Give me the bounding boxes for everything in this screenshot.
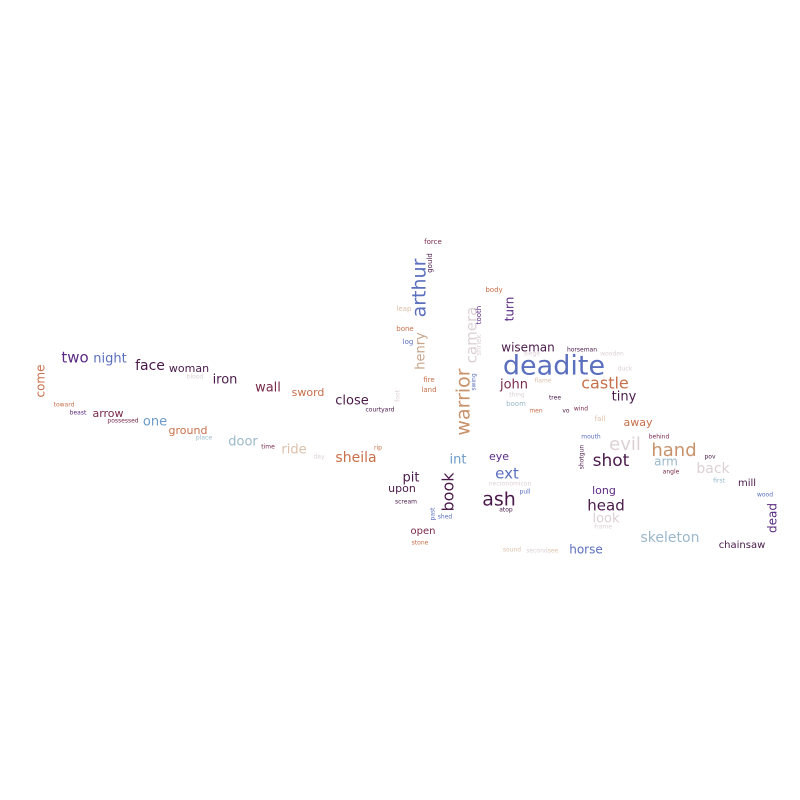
cloud-word-int: int [450, 453, 467, 468]
cloud-word-camera: camera [463, 307, 481, 364]
cloud-word-back: back [696, 461, 730, 477]
cloud-word-look: look [592, 512, 620, 527]
cloud-word-possessed: possessed [107, 418, 138, 425]
cloud-word-sword: sword [292, 386, 325, 399]
cloud-word-necronomicon: necronomicon [489, 481, 532, 488]
cloud-word-wooden: wooden [600, 351, 624, 358]
cloud-word-horse: horse [569, 543, 603, 557]
cloud-word-courtyard: courtyard [366, 407, 395, 414]
cloud-word-shotgun: shotgun [579, 445, 586, 470]
cloud-word-men: men [529, 408, 543, 415]
cloud-word-thing: thing [509, 392, 525, 399]
cloud-word-turn: turn [503, 297, 517, 322]
cloud-word-one: one [143, 415, 167, 430]
cloud-word-wood: wood [757, 492, 773, 499]
cloud-word-swing: swing [471, 373, 478, 391]
cloud-word-dead: dead [766, 503, 780, 533]
cloud-word-time: time [261, 444, 275, 451]
cloud-word-eye: eye [489, 450, 509, 463]
cloud-word-away: away [624, 416, 653, 429]
cloud-word-arm: arm [654, 455, 678, 469]
cloud-word-boom: boom [506, 400, 526, 408]
cloud-word-first: first [713, 478, 725, 485]
cloud-word-mouth: mouth [581, 434, 601, 441]
cloud-word-come: come [34, 364, 48, 397]
cloud-word-duck: duck [618, 366, 633, 373]
cloud-word-wall: wall [255, 381, 281, 396]
cloud-word-ground: ground [169, 424, 208, 437]
cloud-word-see: see [548, 548, 559, 555]
cloud-word-pull: pull [520, 489, 531, 496]
cloud-word-pit: pit [403, 471, 420, 486]
cloud-word-log: log [403, 338, 414, 346]
cloud-word-mill: mill [738, 478, 756, 489]
cloud-word-head: head [587, 497, 624, 515]
cloud-word-woman: woman [169, 362, 209, 375]
cloud-word-night: night [93, 352, 126, 367]
cloud-word-rip: rip [374, 445, 382, 452]
cloud-word-ext: ext [495, 465, 519, 483]
cloud-word-shed: shed [438, 514, 453, 521]
cloud-word-long: long [592, 484, 616, 497]
cloud-word-second: second [526, 548, 548, 555]
cloud-word-place: place [196, 435, 212, 442]
cloud-word-hand: hand [651, 440, 696, 461]
cloud-word-flame: flame [535, 378, 552, 385]
cloud-word-tree: tree [549, 395, 561, 402]
cloud-word-bone: bone [396, 325, 413, 333]
cloud-word-wind: wind [574, 406, 588, 413]
cloud-word-tooth: tooth [475, 306, 483, 325]
cloud-word-force: force [424, 238, 442, 246]
cloud-word-wiseman: wiseman [501, 341, 554, 355]
cloud-word-henry: henry [414, 332, 429, 370]
cloud-word-castle: castle [581, 374, 629, 393]
cloud-word-scream: scream [395, 499, 417, 506]
cloud-word-tiny: tiny [612, 390, 637, 405]
cloud-word-two: two [61, 349, 88, 367]
cloud-word-shot: shot [593, 451, 630, 471]
cloud-word-close: close [335, 394, 368, 409]
cloud-word-skeleton: skeleton [641, 530, 700, 546]
cloud-word-john: john [499, 378, 528, 393]
cloud-word-warrior: warrior [453, 368, 475, 435]
cloud-word-arrow: arrow [92, 407, 123, 420]
cloud-word-sheila: sheila [335, 450, 376, 466]
cloud-word-siege: siege [524, 351, 540, 358]
cloud-word-beast: beast [70, 410, 87, 417]
cloud-word-foot: foot [395, 389, 402, 401]
cloud-word-atop: atop [499, 507, 513, 514]
cloud-word-past: past [430, 507, 437, 521]
cloud-word-door: door [228, 435, 258, 450]
cloud-word-leap: leap [397, 305, 413, 313]
cloud-word-pov: pov [704, 454, 715, 461]
cloud-word-frame: frame [594, 524, 612, 531]
cloud-word-vo: vo [562, 408, 570, 415]
cloud-word-iron: iron [213, 373, 238, 388]
cloud-word-gould: gould [426, 253, 434, 273]
cloud-word-sound: sound [503, 547, 521, 554]
cloud-word-land: land [421, 386, 436, 394]
cloud-word-deadite: deadite [503, 351, 605, 382]
cloud-word-open: open [411, 526, 436, 537]
cloud-word-angle: angle [663, 469, 680, 476]
cloud-word-blood: blood [187, 374, 204, 381]
cloud-word-upon: upon [388, 482, 416, 495]
cloud-word-ride: ride [281, 443, 306, 458]
cloud-word-body: body [485, 286, 502, 294]
cloud-word-shriek: shriek [475, 333, 483, 355]
cloud-word-fall: fall [595, 415, 606, 423]
cloud-word-behind: behind [649, 434, 670, 441]
cloud-word-face: face [135, 358, 165, 374]
cloud-word-toward: toward [54, 402, 75, 409]
cloud-word-book: book [439, 472, 458, 512]
cloud-word-stone: stone [412, 540, 429, 547]
cloud-word-fire: fire [423, 376, 434, 384]
cloud-word-horseman: horseman [567, 347, 597, 354]
cloud-word-day: day [313, 454, 324, 461]
cloud-word-arthur: arthur [409, 258, 431, 317]
cloud-word-evil: evil [609, 434, 641, 455]
cloud-word-chainsaw: chainsaw [719, 540, 766, 551]
cloud-word-ash: ash [482, 489, 516, 511]
